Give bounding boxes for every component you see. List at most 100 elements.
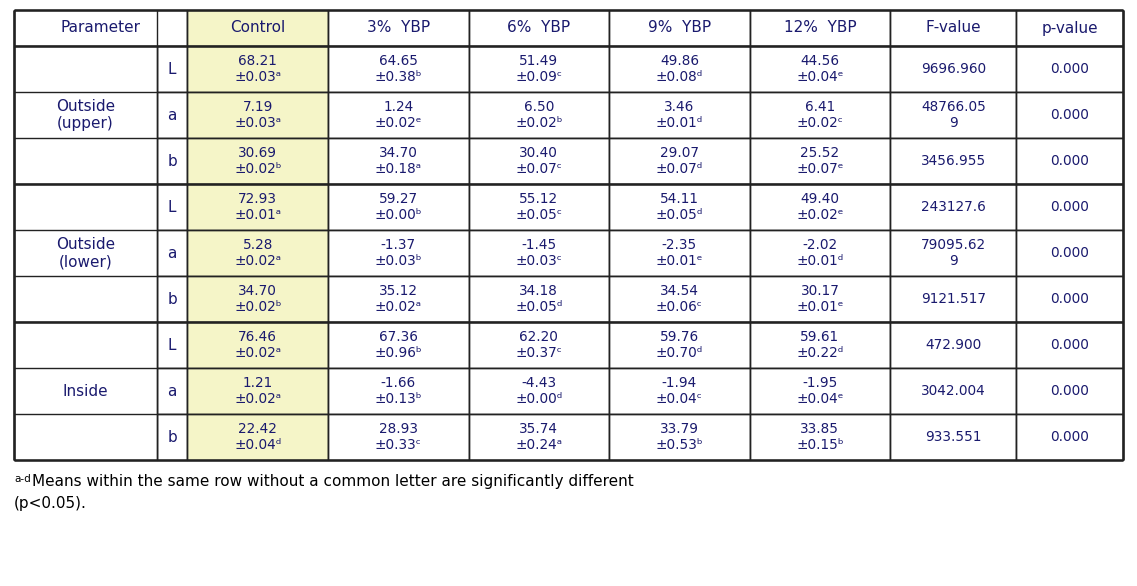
Bar — [188, 230, 329, 276]
Text: -1.37
±0.03ᵇ: -1.37 ±0.03ᵇ — [374, 238, 422, 268]
Bar — [188, 322, 329, 368]
Bar — [609, 184, 749, 230]
Text: 68.21
±0.03ᵃ: 68.21 ±0.03ᵃ — [234, 54, 281, 84]
Text: 34.54
±0.06ᶜ: 34.54 ±0.06ᶜ — [656, 284, 703, 314]
Text: L: L — [168, 62, 176, 77]
Text: 243127.6: 243127.6 — [921, 200, 986, 214]
Bar — [188, 368, 329, 414]
Bar — [890, 92, 1016, 138]
Text: 933.551: 933.551 — [926, 430, 981, 444]
Bar — [890, 46, 1016, 92]
Bar — [468, 10, 609, 46]
Bar — [157, 368, 188, 414]
Bar — [188, 92, 329, 138]
Bar — [329, 92, 468, 138]
Text: 59.27
±0.00ᵇ: 59.27 ±0.00ᵇ — [374, 192, 422, 222]
Text: 30.40
±0.07ᶜ: 30.40 ±0.07ᶜ — [515, 146, 563, 176]
Text: Outside
(lower): Outside (lower) — [56, 237, 115, 269]
Text: 25.52
±0.07ᵉ: 25.52 ±0.07ᵉ — [796, 146, 844, 176]
Bar — [890, 414, 1016, 460]
Bar — [329, 138, 468, 184]
Bar — [188, 10, 329, 46]
Bar — [468, 138, 609, 184]
Bar — [749, 414, 890, 460]
Bar — [890, 322, 1016, 368]
Text: 3042.004: 3042.004 — [921, 384, 986, 398]
Bar — [188, 414, 329, 460]
Bar — [468, 92, 609, 138]
Text: a: a — [167, 107, 176, 122]
Text: Inside: Inside — [63, 383, 108, 398]
Text: 0.000: 0.000 — [1051, 200, 1089, 214]
Text: Parameter: Parameter — [60, 21, 141, 36]
Text: 0.000: 0.000 — [1051, 292, 1089, 306]
Bar — [890, 10, 1016, 46]
Text: p-value: p-value — [1041, 21, 1098, 36]
Bar — [749, 276, 890, 322]
Bar — [157, 184, 188, 230]
Bar — [329, 276, 468, 322]
Bar — [157, 414, 188, 460]
Bar — [188, 276, 329, 322]
Bar — [329, 10, 468, 46]
Text: 72.93
±0.01ᵃ: 72.93 ±0.01ᵃ — [234, 192, 281, 222]
Bar — [609, 10, 749, 46]
Bar — [329, 368, 468, 414]
Bar — [157, 230, 188, 276]
Text: 6.41
±0.02ᶜ: 6.41 ±0.02ᶜ — [797, 100, 844, 130]
Bar — [14, 46, 157, 184]
Bar — [749, 138, 890, 184]
Text: 49.86
±0.08ᵈ: 49.86 ±0.08ᵈ — [656, 54, 703, 84]
Text: 28.93
±0.33ᶜ: 28.93 ±0.33ᶜ — [375, 422, 422, 452]
Bar — [749, 230, 890, 276]
Bar — [1016, 184, 1123, 230]
Bar — [468, 368, 609, 414]
Text: 29.07
±0.07ᵈ: 29.07 ±0.07ᵈ — [656, 146, 703, 176]
Text: 5.28
±0.02ᵃ: 5.28 ±0.02ᵃ — [234, 238, 281, 268]
Text: 59.61
±0.22ᵈ: 59.61 ±0.22ᵈ — [796, 330, 844, 360]
Text: L: L — [168, 338, 176, 353]
Bar — [468, 184, 609, 230]
Text: 12%  YBP: 12% YBP — [783, 21, 856, 36]
Text: 59.76
±0.70ᵈ: 59.76 ±0.70ᵈ — [656, 330, 703, 360]
Text: 54.11
±0.05ᵈ: 54.11 ±0.05ᵈ — [656, 192, 703, 222]
Text: (p<0.05).: (p<0.05). — [14, 496, 86, 511]
Text: a-d: a-d — [14, 474, 31, 484]
Bar — [188, 46, 329, 92]
Bar — [609, 368, 749, 414]
Text: 0.000: 0.000 — [1051, 246, 1089, 260]
Bar — [468, 230, 609, 276]
Bar — [157, 138, 188, 184]
Text: -1.94
±0.04ᶜ: -1.94 ±0.04ᶜ — [656, 376, 703, 406]
Bar — [1016, 322, 1123, 368]
Text: F-value: F-value — [926, 21, 981, 36]
Bar — [749, 10, 890, 46]
Text: -2.35
±0.01ᵉ: -2.35 ±0.01ᵉ — [656, 238, 703, 268]
Bar — [609, 92, 749, 138]
Text: 0.000: 0.000 — [1051, 62, 1089, 76]
Text: 33.85
±0.15ᵇ: 33.85 ±0.15ᵇ — [796, 422, 844, 452]
Text: 49.40
±0.02ᵉ: 49.40 ±0.02ᵉ — [796, 192, 844, 222]
Text: 76.46
±0.02ᵃ: 76.46 ±0.02ᵃ — [234, 330, 281, 360]
Text: 67.36
±0.96ᵇ: 67.36 ±0.96ᵇ — [374, 330, 422, 360]
Text: L: L — [168, 199, 176, 214]
Bar — [468, 46, 609, 92]
Bar — [1016, 414, 1123, 460]
Bar — [890, 230, 1016, 276]
Bar — [609, 322, 749, 368]
Text: 34.70
±0.18ᵃ: 34.70 ±0.18ᵃ — [375, 146, 422, 176]
Text: 9%  YBP: 9% YBP — [648, 21, 711, 36]
Text: 1.21
±0.02ᵃ: 1.21 ±0.02ᵃ — [234, 376, 281, 406]
Text: 6%  YBP: 6% YBP — [507, 21, 571, 36]
Text: 3.46
±0.01ᵈ: 3.46 ±0.01ᵈ — [656, 100, 703, 130]
Bar — [1016, 368, 1123, 414]
Text: 9696.960: 9696.960 — [921, 62, 986, 76]
Bar — [1016, 230, 1123, 276]
Text: 55.12
±0.05ᶜ: 55.12 ±0.05ᶜ — [515, 192, 563, 222]
Bar — [609, 276, 749, 322]
Text: Means within the same row without a common letter are significantly different: Means within the same row without a comm… — [32, 474, 633, 489]
Bar — [609, 46, 749, 92]
Text: 9121.517: 9121.517 — [921, 292, 986, 306]
Text: 0.000: 0.000 — [1051, 108, 1089, 122]
Bar — [1016, 10, 1123, 46]
